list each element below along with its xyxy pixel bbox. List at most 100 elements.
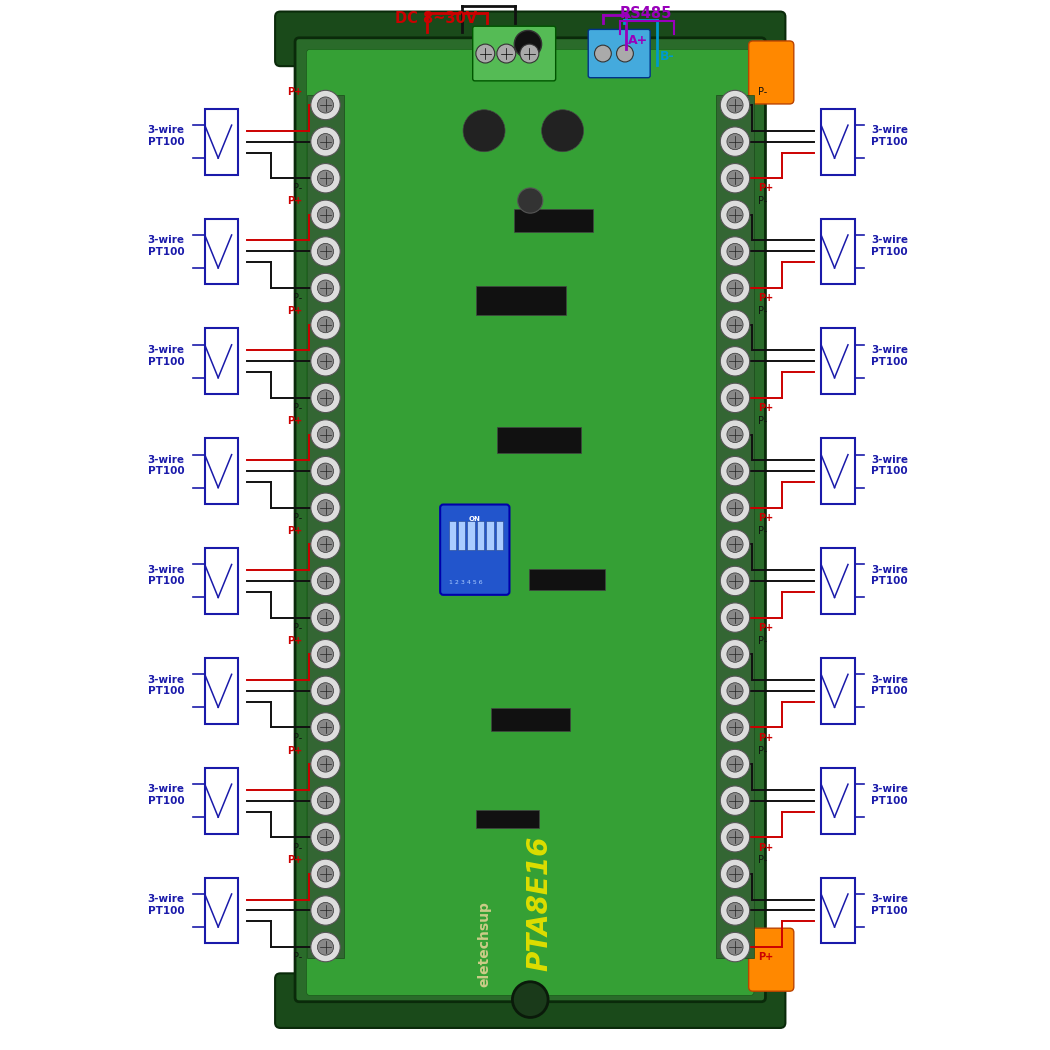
Circle shape xyxy=(317,756,334,772)
Circle shape xyxy=(317,866,334,882)
Bar xyxy=(477,522,484,550)
Circle shape xyxy=(720,273,750,302)
Text: B-: B- xyxy=(659,50,674,63)
Bar xyxy=(486,522,494,550)
FancyBboxPatch shape xyxy=(440,505,509,594)
FancyBboxPatch shape xyxy=(307,49,754,995)
Text: P+: P+ xyxy=(287,196,302,207)
Circle shape xyxy=(720,896,750,925)
Text: P+: P+ xyxy=(758,623,774,633)
Circle shape xyxy=(317,793,334,808)
Circle shape xyxy=(727,682,743,699)
Text: P-: P- xyxy=(758,307,768,316)
Text: P+: P+ xyxy=(758,403,774,413)
Circle shape xyxy=(311,201,340,230)
Circle shape xyxy=(720,932,750,962)
Bar xyxy=(467,522,475,550)
Circle shape xyxy=(317,390,334,406)
Circle shape xyxy=(720,566,750,595)
Bar xyxy=(205,438,238,504)
Bar xyxy=(205,878,238,944)
Text: 3-wire
PT100: 3-wire PT100 xyxy=(872,895,908,916)
Text: P+: P+ xyxy=(287,746,302,756)
Circle shape xyxy=(720,750,750,779)
Circle shape xyxy=(317,244,334,259)
Circle shape xyxy=(727,463,743,479)
Text: P-: P- xyxy=(293,733,302,742)
Bar xyxy=(821,878,855,944)
Circle shape xyxy=(514,30,542,58)
Circle shape xyxy=(317,609,334,626)
Circle shape xyxy=(727,573,743,589)
Circle shape xyxy=(476,44,495,63)
Circle shape xyxy=(720,346,750,376)
Circle shape xyxy=(727,317,743,333)
Circle shape xyxy=(720,164,750,193)
FancyBboxPatch shape xyxy=(588,29,650,78)
Circle shape xyxy=(727,830,743,845)
Bar xyxy=(491,708,569,731)
Text: P+: P+ xyxy=(758,293,774,303)
Text: P+: P+ xyxy=(758,184,774,193)
Text: P-: P- xyxy=(758,746,768,756)
Circle shape xyxy=(727,866,743,882)
Text: P+: P+ xyxy=(287,416,302,426)
Text: 3-wire
PT100: 3-wire PT100 xyxy=(872,784,908,806)
Circle shape xyxy=(317,500,334,516)
Text: P+: P+ xyxy=(758,842,774,853)
Circle shape xyxy=(311,822,340,852)
Circle shape xyxy=(542,110,584,152)
Text: P+: P+ xyxy=(758,952,774,963)
Circle shape xyxy=(317,537,334,552)
Circle shape xyxy=(727,902,743,919)
Text: PTA8E16: PTA8E16 xyxy=(525,836,553,971)
FancyBboxPatch shape xyxy=(749,928,794,991)
Circle shape xyxy=(512,982,548,1017)
Text: P+: P+ xyxy=(287,856,302,865)
Circle shape xyxy=(317,682,334,699)
Text: P+: P+ xyxy=(758,513,774,523)
Bar xyxy=(821,218,855,285)
Circle shape xyxy=(727,97,743,113)
Bar xyxy=(498,427,582,453)
Text: 3-wire
PT100: 3-wire PT100 xyxy=(148,565,185,586)
Circle shape xyxy=(463,110,505,152)
Circle shape xyxy=(317,902,334,919)
Bar xyxy=(821,548,855,614)
Circle shape xyxy=(311,603,340,632)
Text: A+: A+ xyxy=(628,35,648,47)
Circle shape xyxy=(727,353,743,370)
Text: P-: P- xyxy=(293,403,302,413)
Circle shape xyxy=(317,280,334,296)
Circle shape xyxy=(317,207,334,223)
Text: P+: P+ xyxy=(287,307,302,316)
Circle shape xyxy=(311,932,340,962)
Circle shape xyxy=(311,346,340,376)
Bar xyxy=(448,522,456,550)
Text: 3-wire
PT100: 3-wire PT100 xyxy=(148,345,185,366)
Text: P-: P- xyxy=(293,184,302,193)
Circle shape xyxy=(727,646,743,663)
Circle shape xyxy=(520,44,539,63)
Circle shape xyxy=(311,676,340,706)
Text: 3-wire
PT100: 3-wire PT100 xyxy=(872,565,908,586)
Circle shape xyxy=(727,939,743,956)
Bar xyxy=(205,218,238,285)
Circle shape xyxy=(727,244,743,259)
Circle shape xyxy=(311,236,340,266)
Circle shape xyxy=(311,310,340,339)
Text: 3-wire
PT100: 3-wire PT100 xyxy=(872,674,908,696)
Circle shape xyxy=(727,500,743,516)
Text: 3-wire
PT100: 3-wire PT100 xyxy=(872,125,908,147)
Circle shape xyxy=(720,90,750,120)
Circle shape xyxy=(720,639,750,669)
Circle shape xyxy=(727,537,743,552)
Circle shape xyxy=(317,646,334,663)
Bar xyxy=(205,768,238,834)
Circle shape xyxy=(727,793,743,808)
Circle shape xyxy=(311,457,340,486)
FancyBboxPatch shape xyxy=(275,973,785,1028)
Text: P+: P+ xyxy=(287,636,302,646)
Text: RS485: RS485 xyxy=(620,6,672,21)
Circle shape xyxy=(727,280,743,296)
